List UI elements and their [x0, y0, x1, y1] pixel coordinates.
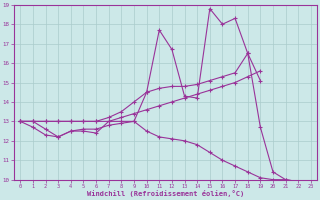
X-axis label: Windchill (Refroidissement éolien,°C): Windchill (Refroidissement éolien,°C) — [87, 190, 244, 197]
